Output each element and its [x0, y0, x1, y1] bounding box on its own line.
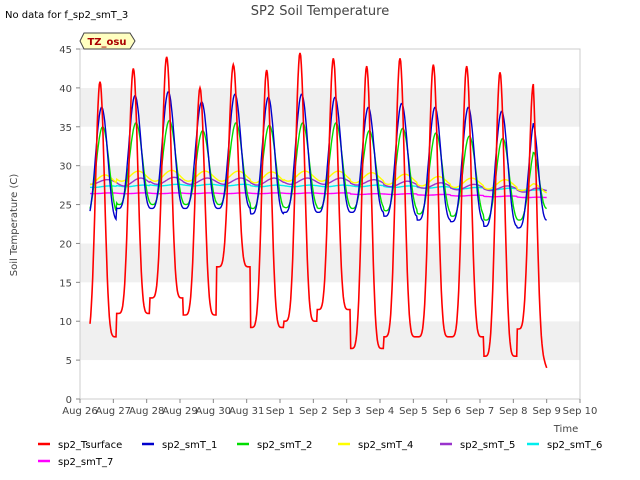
y-tick-label: 5	[66, 356, 72, 367]
y-tick-label: 10	[59, 317, 72, 328]
x-tick-label: Aug 29	[162, 406, 197, 417]
x-tick-label: Sep 4	[366, 406, 394, 417]
legend-label: sp2_smT_7	[58, 457, 113, 468]
series-line-sp2-Tsurface	[89, 52, 548, 369]
series-line-sp2-smT-6	[90, 183, 547, 192]
y-tick-label: 20	[59, 239, 72, 250]
y-tick-label: 15	[59, 278, 72, 289]
x-tick-label: Sep 1	[266, 406, 294, 417]
y-tick-label: 45	[59, 45, 72, 56]
x-tick-label: Aug 30	[196, 406, 231, 417]
plot-frame	[79, 48, 581, 400]
plot-band	[80, 321, 580, 361]
y-tick-label: 40	[59, 84, 72, 95]
x-tick-label: Aug 27	[96, 406, 131, 417]
legend-label: sp2_Tsurface	[58, 440, 122, 451]
x-tick-label: Sep 5	[399, 406, 427, 417]
plot-band	[80, 49, 580, 88]
y-axis-label: Soil Temperature (C)	[9, 174, 20, 277]
x-axis-label: Time	[553, 424, 578, 435]
x-tick-label: Aug 31	[229, 406, 264, 417]
legend-label: sp2_smT_1	[162, 440, 217, 451]
legend-label: sp2_smT_4	[358, 440, 413, 451]
tz-badge: TZ_osu	[79, 32, 136, 50]
series-line-sp2-smT-7	[90, 192, 547, 199]
y-tick-label: 25	[59, 201, 72, 212]
y-axis-ticks: 0 5 10 15 20 25 30 35 40 45	[59, 45, 80, 406]
x-tick-label: Aug 28	[129, 406, 164, 417]
y-tick-label: 35	[59, 123, 72, 134]
x-tick-label: Aug 26	[62, 406, 97, 417]
x-tick-label: Sep 7	[466, 406, 494, 417]
y-tick-label: 30	[59, 162, 72, 173]
x-tick-label: Sep 9	[532, 406, 560, 417]
plot-band	[80, 282, 580, 322]
no-data-note: No data for f_sp2_smT_3	[5, 10, 128, 21]
x-tick-label: Sep 2	[299, 406, 327, 417]
legend: sp2_Tsurface sp2_smT_1 sp2_smT_2 sp2_smT_4 s…	[38, 440, 602, 468]
x-tick-label: Sep 8	[499, 406, 527, 417]
series-lines	[89, 52, 548, 369]
legend-label: sp2_smT_6	[547, 440, 602, 451]
x-tick-label: Sep 3	[332, 406, 360, 417]
x-tick-label: Sep 10	[563, 406, 598, 417]
plot-band	[80, 204, 580, 244]
plot-band	[80, 243, 580, 283]
plot-band	[80, 360, 580, 399]
x-tick-label: Sep 6	[432, 406, 460, 417]
tz-badge-label: TZ_osu	[87, 37, 126, 48]
y-tick-label: 0	[66, 395, 72, 406]
legend-label: sp2_smT_2	[257, 440, 312, 451]
series-line-sp2-smT-1	[89, 91, 547, 229]
legend-label: sp2_smT_5	[460, 440, 515, 451]
chart-title: SP2 Soil Temperature	[251, 4, 389, 19]
